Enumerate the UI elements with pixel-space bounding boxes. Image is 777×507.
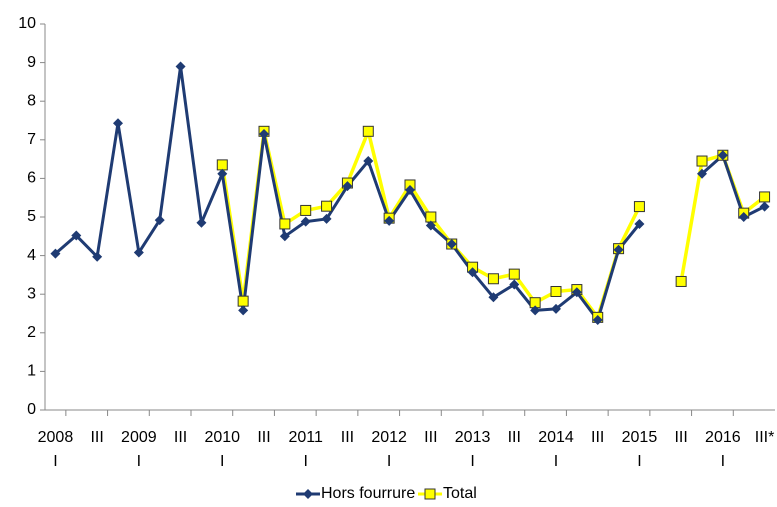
- y-tick-label: 9: [27, 54, 36, 71]
- data-point: [196, 217, 207, 228]
- data-point: [717, 150, 728, 161]
- x-tick-label: 2009: [121, 429, 157, 446]
- data-point: [362, 125, 374, 137]
- legend-label: Total: [443, 485, 477, 502]
- data-point: [279, 231, 290, 242]
- x-tick-label: III: [591, 429, 604, 446]
- x-tick-label: I: [721, 453, 725, 470]
- x-tick-label: 2008: [38, 429, 74, 446]
- data-point: [551, 303, 561, 314]
- data-point: [175, 61, 186, 72]
- x-tick-label: I: [53, 453, 57, 470]
- data-point: [405, 184, 415, 195]
- data-point: [697, 168, 707, 179]
- data-point: [425, 220, 436, 231]
- y-tick-label: 5: [27, 208, 36, 225]
- data-point: [509, 279, 520, 290]
- data-point: [300, 216, 311, 227]
- x-tick-label: 2011: [289, 429, 324, 446]
- data-point: [633, 201, 645, 213]
- x-tick-label: 2014: [538, 429, 574, 446]
- data-point: [342, 181, 353, 192]
- data-point: [696, 155, 708, 167]
- data-point: [488, 292, 499, 303]
- data-point: [759, 191, 771, 203]
- y-tick-label: 10: [18, 15, 36, 32]
- data-point: [550, 285, 562, 297]
- data-point: [259, 129, 269, 140]
- y-tick-label: 8: [27, 92, 36, 109]
- data-point: [487, 273, 499, 285]
- y-tick-label: 1: [27, 363, 36, 380]
- data-point: [467, 267, 478, 278]
- x-tick-label: III: [90, 429, 103, 446]
- x-tick-label: III: [674, 429, 687, 446]
- data-point: [446, 239, 457, 250]
- data-point: [759, 201, 770, 212]
- data-point: [530, 305, 541, 316]
- legend-label: Hors fourrure: [321, 485, 415, 502]
- legend-marker: [424, 488, 436, 500]
- x-tick-label: III: [508, 429, 521, 446]
- x-tick-label: I: [303, 453, 307, 470]
- data-point: [675, 275, 687, 287]
- data-point: [216, 159, 228, 171]
- data-point: [71, 230, 82, 241]
- data-point: [321, 213, 332, 224]
- y-tick-label: 4: [27, 247, 36, 264]
- x-tick-label: III: [174, 429, 187, 446]
- x-tick-label: I: [470, 453, 474, 470]
- data-point: [92, 251, 103, 262]
- data-point: [50, 248, 61, 259]
- x-tick-label: I: [387, 453, 391, 470]
- y-tick-label: 7: [27, 131, 36, 148]
- data-point: [133, 247, 144, 258]
- x-tick-label: III*: [755, 429, 775, 446]
- data-point: [237, 295, 249, 307]
- data-point: [384, 215, 395, 226]
- x-tick-label: I: [137, 453, 141, 470]
- x-tick-label: III: [257, 429, 270, 446]
- x-tick-label: I: [220, 453, 224, 470]
- data-point: [363, 156, 374, 167]
- x-tick-label: I: [554, 453, 558, 470]
- data-point: [154, 215, 165, 226]
- x-tick-label: 2013: [455, 429, 491, 446]
- data-point: [613, 244, 624, 255]
- data-point: [508, 268, 520, 280]
- data-point: [238, 305, 249, 316]
- data-point: [738, 212, 749, 222]
- x-tick-label: 2015: [622, 429, 658, 446]
- x-tick-label: I: [637, 453, 641, 470]
- x-tick-label: 2012: [371, 429, 407, 446]
- x-tick-label: III: [424, 429, 437, 446]
- x-tick-label: 2010: [204, 429, 240, 446]
- data-point: [634, 218, 645, 229]
- legend-marker: [303, 489, 313, 499]
- y-tick-label: 3: [27, 285, 36, 302]
- data-point: [321, 200, 333, 212]
- data-point: [571, 287, 582, 298]
- x-tick-label: III: [341, 429, 354, 446]
- y-tick-label: 6: [27, 170, 36, 187]
- data-point: [217, 168, 228, 179]
- data-point: [113, 118, 123, 129]
- x-tick-label: 2016: [705, 429, 741, 446]
- data-point: [279, 218, 291, 230]
- y-tick-label: 0: [27, 401, 36, 418]
- data-point: [592, 315, 603, 326]
- data-point: [300, 204, 312, 216]
- y-tick-label: 2: [27, 324, 36, 341]
